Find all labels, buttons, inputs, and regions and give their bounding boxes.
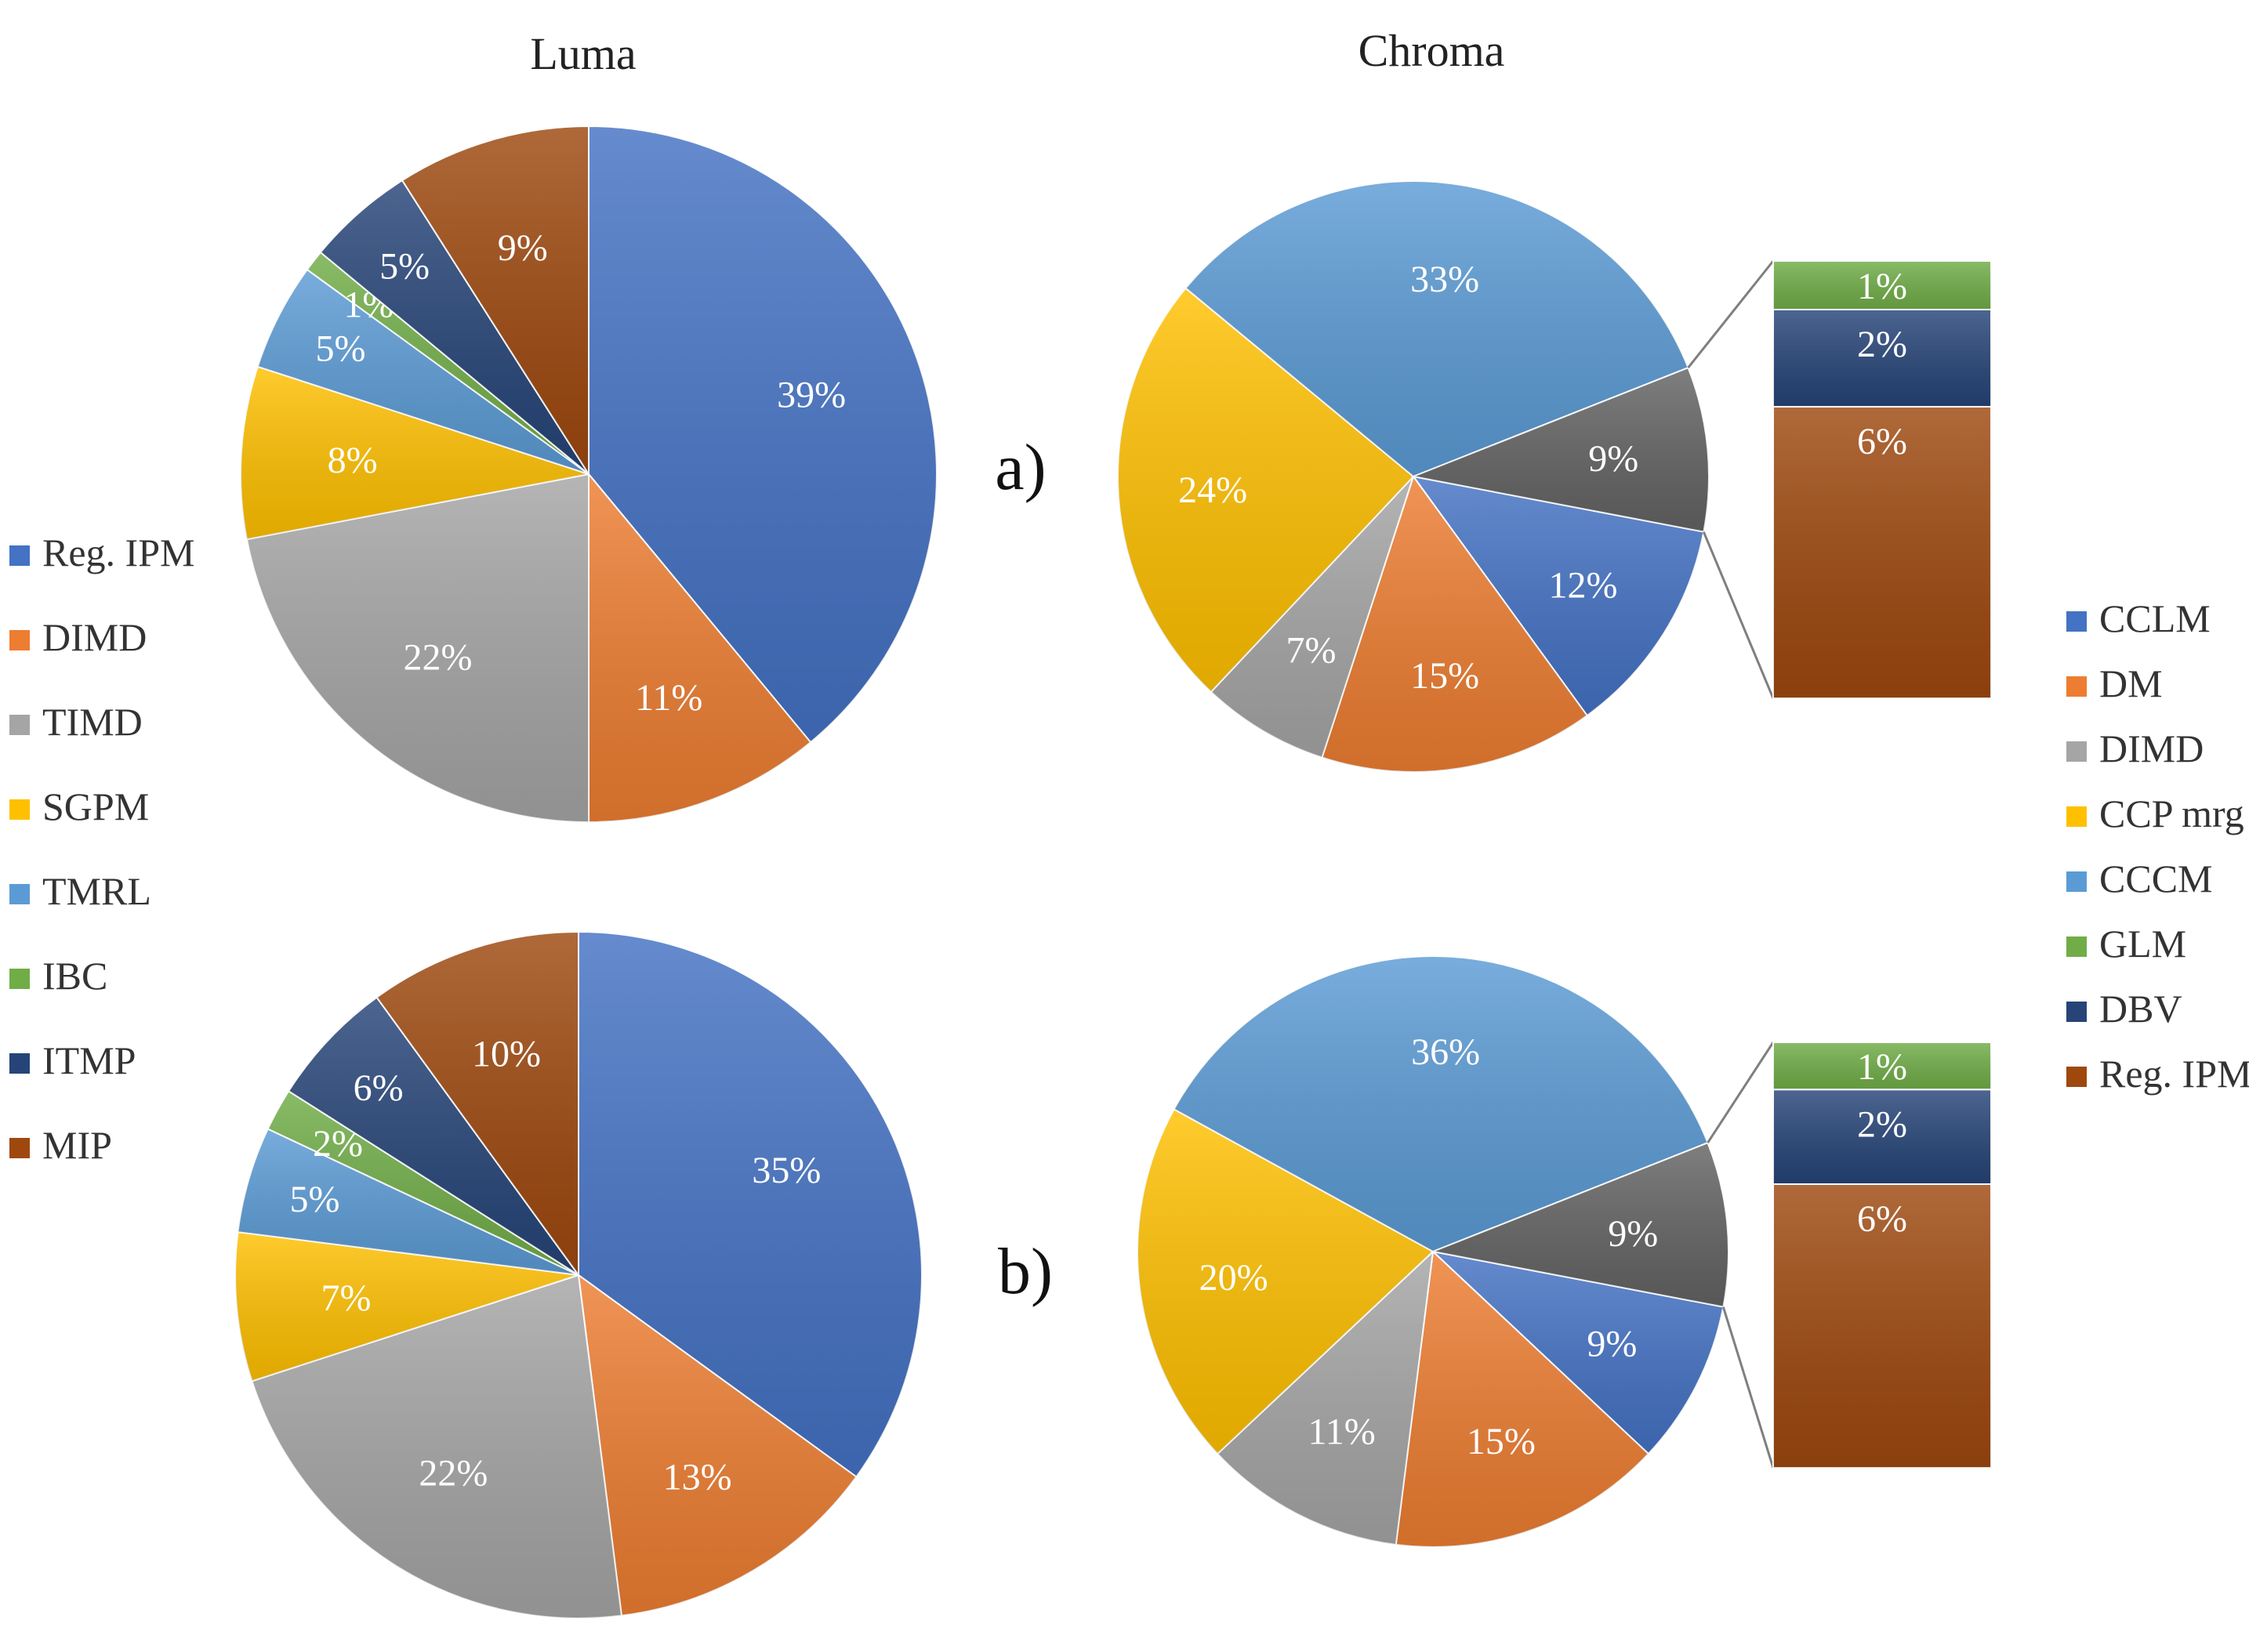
chroma-legend: CCLM DM DIMD CCP mrg CCCM GLM DBV Reg. IPM [2066,596,2249,1096]
luma-legend: Reg. IPM DIMD TIMD SGPM TMRL IBC ITMP MIP [9,531,194,1167]
slice-label-tmrl-b-luma: 5% [290,1179,340,1220]
chroma-legend-label-dimd: DIMD [2099,726,2204,770]
luma-legend-label-reg-ipm: Reg. IPM [42,531,194,574]
pie-chart-chroma-a: 12% 15% 7% 24% 33% 9% 1% 2% 6% [1117,180,1992,773]
chroma-legend-swatch-reg-ipm [2066,1067,2087,1087]
luma-legend-label-itmp: ITMP [42,1038,136,1082]
luma-legend-label-timd: TIMD [42,700,143,744]
luma-legend-label-sgpm: SGPM [42,784,149,828]
slice-label-timd-a-luma: 22% [404,637,473,679]
chroma-legend-swatch-cccm [2066,871,2087,892]
chroma-legend-swatch-dimd [2066,741,2087,762]
chroma-legend-label-reg-ipm: Reg. IPM [2099,1052,2249,1096]
slice-label-mip-b-luma: 10% [472,1034,541,1075]
chroma-legend-label-cccm: CCCM [2099,857,2213,900]
slice-label-timd-b-luma: 22% [419,1452,488,1494]
chroma-legend-swatch-ccp-mrg [2066,806,2087,827]
luma-legend-label-ibc: IBC [42,954,107,998]
luma-legend-swatch-timd [9,715,30,735]
slice-label-cccm-a-chroma: 33% [1410,259,1479,300]
pie-chart-luma-b: 35%13%22%7%5%2%6%10% [234,930,923,1619]
bar-shade-glm-a-chroma [1773,261,1991,310]
luma-legend-label-mip: MIP [42,1123,112,1167]
luma-legend-swatch-itmp [9,1053,30,1074]
slice-label-other-a-chroma: 9% [1588,438,1638,480]
connector-bottom-b-chroma [1721,1306,1775,1469]
row-label-a: a) [995,431,1046,504]
slice-label-dm-a-chroma: 15% [1410,655,1479,697]
connector-bottom-a-chroma [1702,531,1775,699]
slice-label-ccp-mrg-b-chroma: 20% [1199,1257,1268,1299]
slice-label-dimd-b-luma: 13% [663,1456,732,1498]
bar-label-dbv-a-chroma: 2% [1857,324,1907,365]
luma-legend-swatch-tmrl [9,884,30,904]
chroma-legend-swatch-dm [2066,676,2087,697]
bar-label-reg-ipm-b-chroma: 6% [1857,1198,1907,1240]
chroma-legend-label-ccp-mrg: CCP mrg [2099,792,2244,835]
luma-legend-label-dimd: DIMD [42,615,147,659]
bar-label-glm-a-chroma: 1% [1857,266,1907,307]
slice-label-dimd-a-chroma: 7% [1286,630,1337,672]
luma-title: Luma [530,28,636,79]
chroma-legend-label-dbv: DBV [2099,987,2182,1031]
bar-label-reg-ipm-a-chroma: 6% [1857,421,1907,462]
luma-legend-swatch-dimd [9,630,30,650]
slice-label-dm-b-chroma: 15% [1467,1421,1536,1462]
bar-shade-glm-b-chroma [1773,1042,1991,1090]
bar-label-dbv-b-chroma: 2% [1857,1103,1907,1145]
luma-legend-swatch-ibc [9,969,30,989]
bar-shade-reg-ipm-b-chroma [1773,1184,1991,1468]
slice-label-other-b-chroma: 9% [1608,1213,1658,1255]
slice-label-tmrl-a-luma: 5% [316,328,366,370]
slice-label-dimd-b-chroma: 11% [1308,1411,1376,1452]
slice-label-ccp-mrg-a-chroma: 24% [1178,469,1247,511]
slice-label-itmp-b-luma: 6% [354,1067,404,1109]
chroma-legend-swatch-dbv [2066,1002,2087,1022]
slice-label-cclm-a-chroma: 12% [1548,564,1617,606]
connector-top-b-chroma [1707,1042,1775,1144]
slice-label-itmp-a-luma: 5% [379,246,430,288]
bar-label-glm-b-chroma: 1% [1857,1046,1907,1088]
chroma-legend-label-cclm: CCLM [2099,596,2211,640]
bar-shade-dbv-b-chroma [1773,1089,1991,1184]
slice-label-sgpm-b-luma: 7% [321,1277,371,1319]
slice-label-reg-ipm-a-luma: 39% [777,375,846,416]
slice-label-cccm-b-chroma: 36% [1411,1031,1480,1073]
slice-label-sgpm-a-luma: 8% [328,440,378,481]
connector-top-a-chroma [1687,260,1775,369]
luma-legend-swatch-reg-ipm [9,545,30,566]
slice-label-dimd-a-luma: 11% [635,677,702,719]
pie-chart-chroma-b: 9% 15% 11% 20% 36% 9% 1% 2% 6% [1137,955,1992,1549]
slice-label-mip-a-luma: 9% [498,227,548,269]
row-label-b: b) [998,1235,1053,1308]
luma-legend-swatch-sgpm [9,799,30,820]
slice-label-cclm-b-chroma: 9% [1587,1323,1637,1364]
chroma-legend-swatch-glm [2066,936,2087,957]
luma-legend-swatch-mip [9,1138,30,1158]
slice-label-reg-ipm-b-luma: 35% [752,1150,821,1191]
chroma-legend-swatch-cclm [2066,611,2087,632]
bar-shade-reg-ipm-a-chroma [1773,407,1991,698]
pie-chart-luma-a: 39%11%22%8%5%1%5% 9% [240,125,938,824]
chroma-legend-label-dm: DM [2099,661,2163,705]
chroma-legend-label-glm: GLM [2099,922,2186,965]
chroma-title: Chroma [1358,25,1505,76]
luma-legend-label-tmrl: TMRL [42,869,151,913]
bar-shade-dbv-a-chroma [1773,310,1991,407]
